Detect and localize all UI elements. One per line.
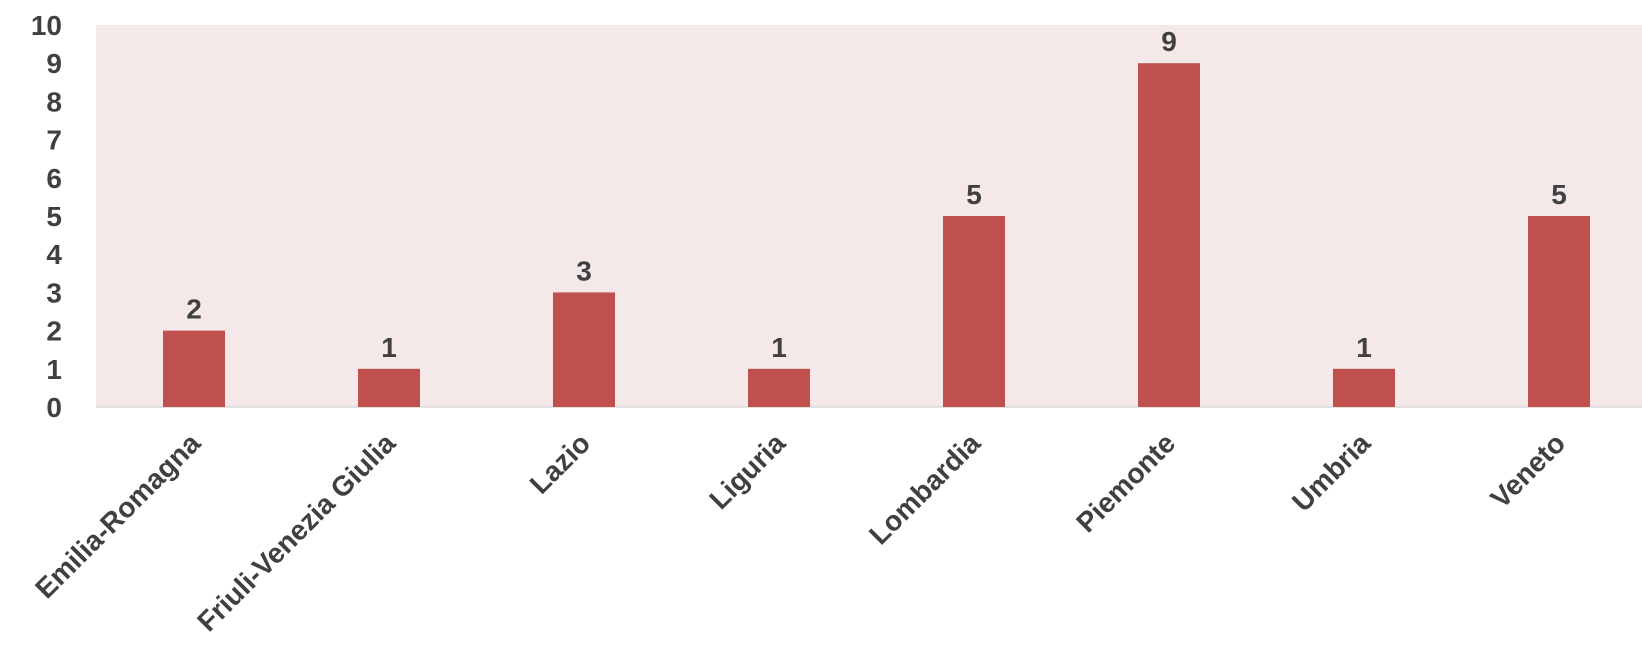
data-labels: 2 1 3 1 5 9 1 5 bbox=[186, 26, 1567, 363]
x-tick-label: Veneto bbox=[1484, 427, 1571, 514]
bar-value-label: 3 bbox=[576, 255, 592, 286]
y-tick-label: 7 bbox=[46, 125, 62, 156]
y-tick-label: 2 bbox=[46, 316, 62, 347]
bar bbox=[163, 330, 225, 407]
plot-area-background bbox=[96, 25, 1642, 407]
y-tick-label: 5 bbox=[46, 201, 62, 232]
y-tick-label: 6 bbox=[46, 163, 62, 194]
x-tick-label: Liguria bbox=[703, 427, 791, 515]
x-tick-label: Piemonte bbox=[1070, 427, 1181, 538]
x-tick-label: Lazio bbox=[524, 427, 597, 500]
y-tick-label: 9 bbox=[46, 48, 62, 79]
y-tick-label: 1 bbox=[46, 354, 62, 385]
bar-value-label: 2 bbox=[186, 294, 202, 325]
x-tick-label: Lombardia bbox=[863, 427, 986, 550]
bar bbox=[1333, 368, 1395, 407]
y-tick-label: 0 bbox=[46, 392, 62, 423]
bar bbox=[748, 368, 810, 407]
bar-value-label: 5 bbox=[1551, 179, 1567, 210]
y-tick-label: 3 bbox=[46, 277, 62, 308]
x-tick-label: Emilia-Romagna bbox=[29, 427, 206, 604]
bar-value-label: 1 bbox=[771, 332, 787, 363]
bar-value-label: 1 bbox=[1356, 332, 1372, 363]
bar bbox=[1138, 63, 1200, 407]
bar-value-label: 5 bbox=[966, 179, 982, 210]
bar bbox=[943, 216, 1005, 407]
x-tick-label: Friuli-Venezia Giulia bbox=[191, 427, 401, 637]
y-tick-label: 8 bbox=[46, 86, 62, 117]
y-tick-label: 4 bbox=[46, 239, 62, 270]
bar bbox=[1528, 216, 1590, 407]
y-tick-label: 10 bbox=[31, 10, 62, 41]
bars bbox=[163, 63, 1590, 407]
x-tick-label: Umbria bbox=[1286, 427, 1376, 517]
bar bbox=[553, 292, 615, 407]
y-axis-ticks: 0 1 2 3 4 5 6 7 8 9 10 bbox=[31, 10, 63, 423]
bar-value-label: 9 bbox=[1161, 26, 1177, 57]
bar bbox=[358, 368, 420, 407]
bar-value-label: 1 bbox=[381, 332, 397, 363]
